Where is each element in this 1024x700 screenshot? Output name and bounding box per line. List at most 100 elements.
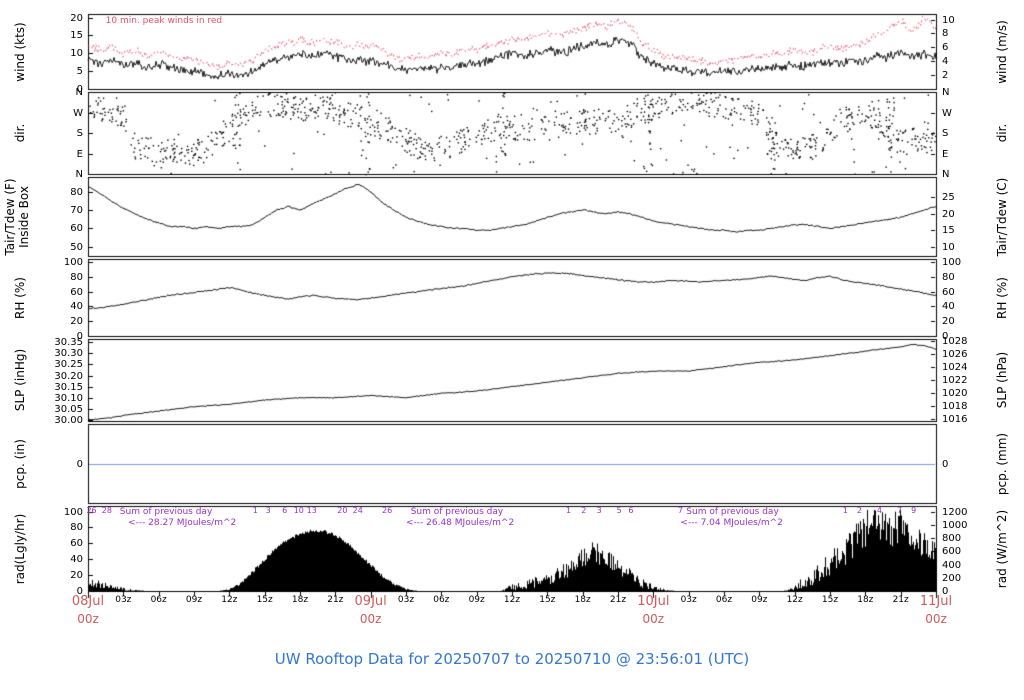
y-tick-label-left: 100 (63, 256, 83, 268)
y-tick-label-right: 20 (942, 315, 955, 327)
axis-label-left: pcp. (in) (13, 438, 27, 489)
x-hour-label: 06z (715, 595, 733, 605)
x-hour-label: 15z (256, 595, 273, 605)
y-tick-label-left: 80 (70, 271, 83, 283)
axis-label-left: wind (kts) (13, 21, 27, 82)
x-date-label: 08Jul (71, 594, 105, 609)
cumulative-energy-mark: 1 (842, 506, 848, 515)
y-tick-label-right: 10 (942, 241, 955, 253)
x-hour-label: 03z (397, 595, 415, 605)
y-tick-label-left: 20 (70, 12, 83, 24)
cumulative-energy-mark: 28 (101, 506, 112, 515)
cumulative-energy-mark: 4 (876, 506, 882, 515)
x-date-hour-label: 00z (359, 612, 382, 626)
axis-label-right: SLP (hPa) (995, 351, 1009, 409)
x-hour-label: 09z (468, 595, 485, 605)
y-tick-label-left: 30.05 (54, 403, 83, 415)
y-tick-label-right: 800 (942, 532, 962, 544)
sum-of-previous-day-value: <--- 7.04 MJoules/m^2 (680, 518, 783, 528)
y-tick-label-left: 60 (70, 286, 83, 298)
y-tick-label-left: 30.00 (54, 414, 83, 426)
y-tick-label-right: N (942, 168, 950, 180)
x-hour-label: 21z (327, 595, 344, 605)
y-tick-label-left: 0 (76, 458, 83, 470)
y-tick-label-right: 6 (942, 41, 949, 53)
cumulative-energy-mark: 13 (306, 506, 317, 515)
y-tick-label-right: 60 (942, 286, 955, 298)
cumulative-energy-mark: 2 (581, 506, 587, 515)
x-hour-label: 18z (574, 595, 591, 605)
x-hour-label: 12z (221, 595, 238, 605)
x-hour-label: 15z (821, 595, 839, 605)
y-tick-label-left: 10 (70, 47, 83, 59)
axis-label-left: rad(Lgly/hr) (13, 513, 27, 584)
y-tick-label-left: 20 (70, 569, 83, 581)
cumulative-energy-mark: 5 (616, 506, 622, 515)
x-date-label: 11Jul (919, 594, 953, 609)
y-tick-label-right: 0 (942, 585, 949, 597)
x-date-label: 09Jul (354, 594, 387, 609)
y-tick-label-left: 80 (70, 521, 83, 533)
x-hour-label: 18z (857, 595, 874, 605)
axis-label-left: RH (%) (13, 276, 27, 319)
cumulative-energy-mark: 24 (352, 506, 363, 515)
cumulative-energy-mark: 9 (911, 506, 917, 515)
x-hour-label: 21z (609, 595, 627, 605)
y-tick-label-left: 30.20 (54, 370, 83, 382)
y-tick-label-right: 8 (942, 27, 949, 39)
x-hour-label: 06z (433, 595, 450, 605)
y-tick-label-right: 15 (942, 224, 955, 236)
cumulative-energy-mark: 10 (293, 506, 304, 515)
x-date-hour-label: 00z (77, 612, 99, 626)
cumulative-energy-mark: 7 (896, 506, 903, 515)
axis-label-right: rad (W/m^2) (995, 509, 1009, 588)
cumulative-energy-mark: 1 (565, 506, 572, 515)
axis-label-left: Tair/Tdew (F) (3, 177, 17, 256)
peak-winds-note: 10 min. peak winds in red (105, 15, 223, 26)
y-tick-label-right: E (942, 148, 949, 160)
cumulative-energy-mark: 26 (86, 506, 97, 515)
x-hour-label: 12z (786, 595, 803, 605)
x-date-hour-label: 00z (925, 612, 947, 626)
y-tick-label-left: 30.10 (54, 392, 83, 404)
y-tick-label-right: 80 (942, 271, 955, 283)
y-tick-label-right: 1022 (942, 374, 968, 386)
x-hour-label: 06z (150, 595, 167, 605)
cumulative-energy-mark: 6 (628, 506, 634, 515)
y-tick-label-right: 400 (942, 559, 962, 571)
x-hour-label: 09z (185, 595, 203, 605)
y-tick-label-left: 70 (70, 204, 83, 216)
y-tick-label-left: 15 (70, 29, 83, 41)
y-tick-label-right: 40 (942, 300, 955, 312)
axis-label-right: dir. (995, 123, 1009, 143)
y-tick-label-right: 1024 (942, 361, 968, 373)
axis-label-left: dir. (13, 123, 27, 143)
y-tick-label-right: 4 (942, 55, 949, 67)
x-hour-label: 03z (115, 595, 132, 605)
x-hour-label: 09z (751, 595, 768, 605)
y-tick-label-right: 1018 (942, 400, 968, 412)
axis-label-right: pcp. (mm) (995, 432, 1009, 495)
y-tick-label-left: 30.35 (54, 336, 83, 348)
y-tick-label-left: 5 (76, 65, 83, 77)
y-tick-label-right: N (942, 86, 950, 98)
y-tick-label-right: 1000 (942, 519, 968, 531)
y-tick-label-left: 30.15 (54, 381, 83, 393)
sum-of-previous-day-value: <--- 28.27 MJoules/m^2 (128, 518, 237, 528)
y-tick-label-left: S (76, 127, 83, 139)
sum-of-previous-day-value: <--- 26.48 MJoules/m^2 (406, 518, 515, 528)
axis-label-right: wind (m/s) (995, 19, 1009, 84)
y-tick-label-left: 0 (76, 83, 83, 95)
cumulative-energy-mark: 6 (282, 506, 288, 515)
cumulative-energy-mark: 3 (596, 506, 602, 515)
axis-label-right: Tair/Tdew (C) (995, 177, 1009, 256)
y-tick-label-right: 1020 (942, 387, 968, 399)
y-tick-label-right: 25 (942, 191, 955, 203)
y-tick-label-right: S (942, 127, 949, 139)
y-tick-label-left: 60 (70, 222, 83, 234)
x-date-label: 10Jul (637, 594, 670, 609)
sum-of-previous-day-label: Sum of previous day (686, 507, 779, 517)
y-tick-label-right: 10 (942, 14, 955, 26)
